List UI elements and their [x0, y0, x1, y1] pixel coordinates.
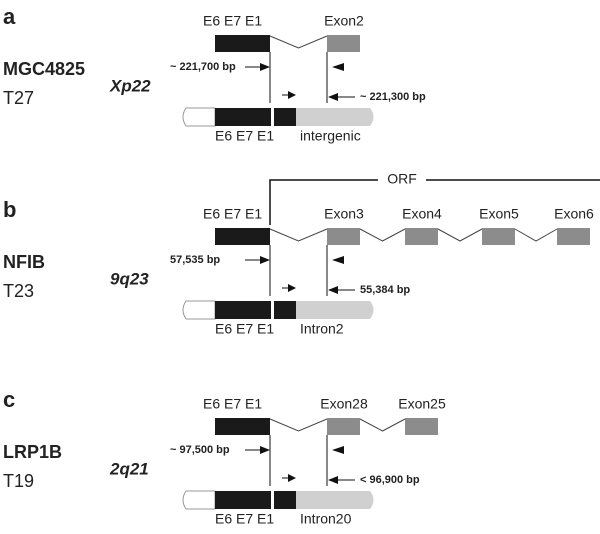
- panel-letter: b: [3, 197, 16, 222]
- transcript-label: E6 E7 E1: [215, 321, 274, 337]
- distance-right: ~ 221,300 bp: [360, 91, 426, 103]
- exon-block: [215, 228, 270, 245]
- arrowhead: [332, 446, 344, 454]
- arrowhead: [288, 91, 296, 99]
- exon-block: [405, 228, 438, 245]
- arrowhead: [328, 93, 338, 101]
- exon-block: [557, 228, 590, 245]
- tumor-id: T23: [3, 281, 34, 301]
- exon-label: Exon25: [398, 396, 446, 412]
- panel-letter: a: [3, 4, 16, 29]
- gene-name: LRP1B: [3, 442, 62, 462]
- arrowhead: [288, 474, 296, 482]
- arrowhead: [332, 63, 344, 71]
- intron: [359, 418, 406, 432]
- transcript-region: [296, 108, 374, 126]
- tumor-id: T27: [3, 88, 34, 108]
- distance-left: ~ 221,700 bp: [170, 61, 236, 73]
- gene-name: NFIB: [3, 252, 45, 272]
- distance-right: 55,384 bp: [360, 284, 410, 296]
- transcript-region-label: intergenic: [300, 128, 361, 144]
- transcript-label: E6 E7 E1: [215, 128, 274, 144]
- intron: [269, 35, 328, 49]
- transcript-region: [296, 491, 374, 509]
- arrowhead: [332, 256, 344, 264]
- exon-block: [482, 228, 515, 245]
- arrowhead: [260, 256, 270, 264]
- distance-left: ~ 97,500 bp: [170, 444, 230, 456]
- exon-label: Exon5: [479, 206, 519, 222]
- exon-label: E6 E7 E1: [203, 396, 262, 412]
- tumor-id: T19: [3, 471, 34, 491]
- exon-label: Exon28: [320, 396, 368, 412]
- exon-block: [327, 35, 360, 52]
- exon-block: [405, 418, 438, 435]
- exon-block: [327, 418, 360, 435]
- exon-label: Exon4: [402, 206, 442, 222]
- arrowhead: [288, 284, 296, 292]
- arrowhead: [328, 286, 338, 294]
- arrowhead: [260, 63, 270, 71]
- arrowhead: [328, 476, 338, 484]
- panel-letter: c: [3, 387, 15, 412]
- exon-label: Exon6: [554, 206, 594, 222]
- transcript-region: [296, 301, 374, 319]
- locus: 9q23: [110, 269, 149, 288]
- exon-label: Exon3: [324, 206, 364, 222]
- transcript-region-label: Intron20: [300, 511, 352, 527]
- transcript-start: [182, 300, 216, 320]
- transcript-exon: [215, 301, 271, 319]
- transcript-exon: [274, 108, 296, 126]
- transcript-start: [182, 490, 216, 510]
- locus: Xp22: [109, 76, 151, 95]
- intron: [269, 228, 328, 242]
- transcript-exon: [215, 108, 271, 126]
- transcript-region-label: Intron2: [300, 321, 344, 337]
- arrowhead: [260, 446, 270, 454]
- orf-bg: [378, 171, 426, 189]
- orf-label: ORF: [387, 171, 417, 187]
- intron: [359, 228, 406, 242]
- locus: 2q21: [109, 459, 149, 478]
- exon-block: [215, 35, 270, 52]
- exon-block: [327, 228, 360, 245]
- transcript-exon: [274, 491, 296, 509]
- intron: [269, 418, 328, 432]
- distance-left: 57,535 bp: [170, 254, 220, 266]
- intron: [437, 228, 483, 242]
- gene-name: MGC4825: [3, 59, 85, 79]
- exon-label: E6 E7 E1: [203, 13, 262, 29]
- exon-label: E6 E7 E1: [203, 206, 262, 222]
- transcript-start: [182, 107, 216, 127]
- distance-right: < 96,900 bp: [360, 474, 420, 486]
- exon-block: [215, 418, 270, 435]
- transcript-exon: [215, 491, 271, 509]
- transcript-exon: [274, 301, 296, 319]
- exon-label: Exon2: [324, 13, 364, 29]
- intron: [514, 228, 558, 242]
- transcript-label: E6 E7 E1: [215, 511, 274, 527]
- orf-bracket: [269, 179, 600, 225]
